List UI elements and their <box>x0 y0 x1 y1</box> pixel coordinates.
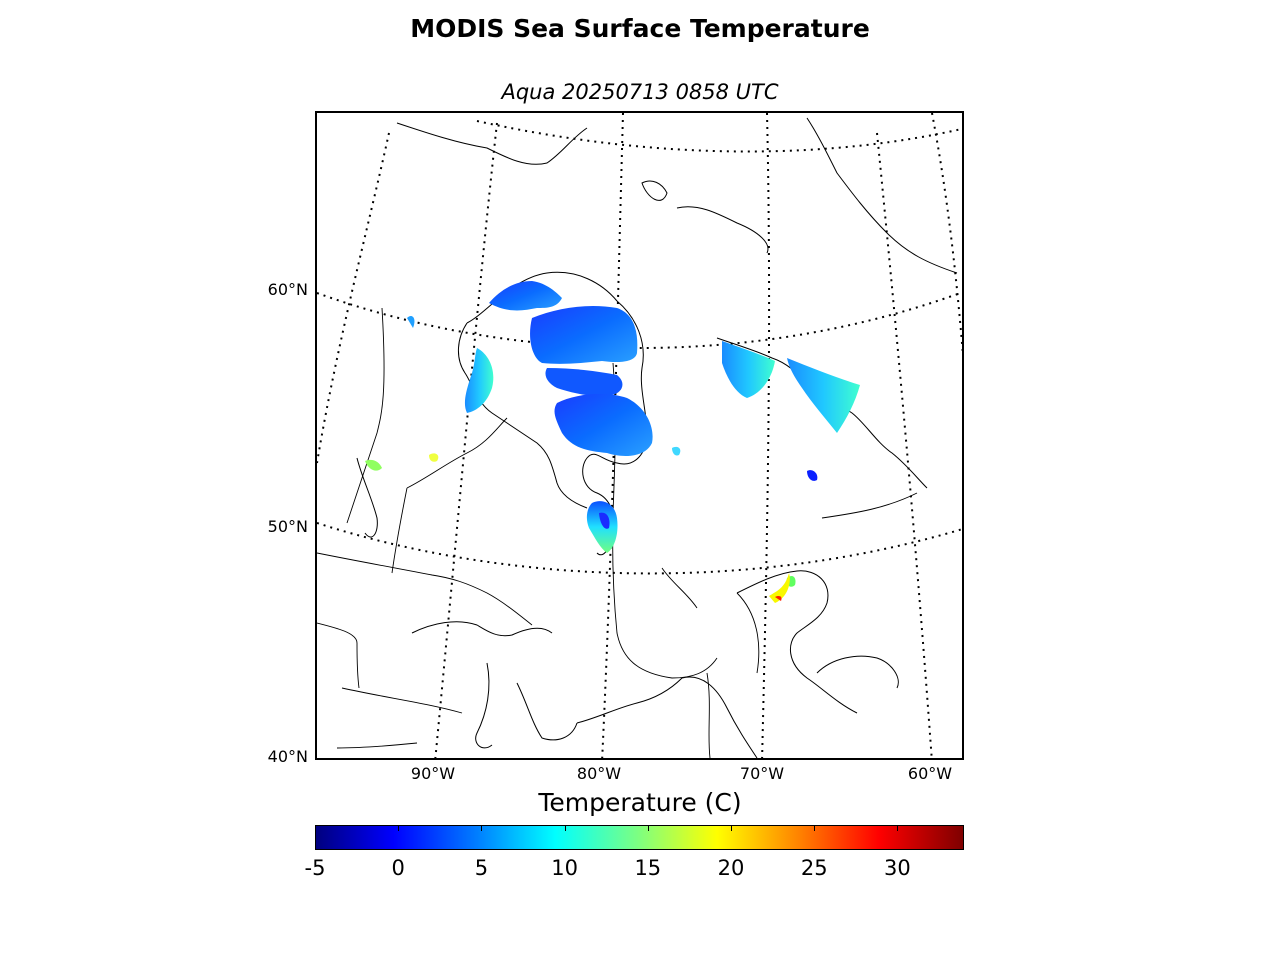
colorbar-tick-label: 15 <box>634 856 662 880</box>
lon-label-90w: 90°W <box>410 764 456 783</box>
lon-label-60w: 60°W <box>907 764 953 783</box>
colorbar-tick-mark <box>315 825 316 831</box>
map-svg <box>317 113 962 758</box>
colorbar-tick-label: 10 <box>551 856 578 880</box>
chart-title: MODIS Sea Surface Temperature <box>410 14 870 43</box>
colorbar-tick-mark <box>398 825 400 831</box>
colorbar-tick-label: -5 <box>304 856 326 880</box>
lon-label-80w: 80°W <box>576 764 622 783</box>
colorbar-label: Temperature (C) <box>538 788 742 817</box>
colorbar-tick-label: 0 <box>391 856 405 880</box>
graticule <box>317 113 962 758</box>
coastlines <box>356 117 958 758</box>
colorbar-tick-mark <box>564 825 566 831</box>
colorbar <box>315 825 964 850</box>
borders <box>317 307 918 758</box>
colorbar-tick-label: 5 <box>474 856 489 880</box>
colorbar-tick-label: 25 <box>800 856 828 880</box>
lat-label-50: 50°N <box>267 517 308 536</box>
lat-label-60: 60°N <box>267 280 308 299</box>
lat-label-40: 40°N <box>267 747 308 766</box>
colorbar-tick-mark <box>731 825 733 831</box>
colorbar-tick-mark <box>814 825 816 831</box>
map-panel <box>315 111 964 760</box>
colorbar-tick-mark <box>647 825 649 831</box>
chart-subtitle: Aqua 20250713 0858 UTC <box>501 80 779 104</box>
sst-swaths <box>365 281 860 603</box>
lon-label-70w: 70°W <box>739 764 785 783</box>
colorbar-tick-label: 20 <box>717 856 745 880</box>
colorbar-tick-mark <box>897 825 899 831</box>
colorbar-tick-label: 30 <box>884 856 911 880</box>
colorbar-tick-mark <box>481 825 483 831</box>
